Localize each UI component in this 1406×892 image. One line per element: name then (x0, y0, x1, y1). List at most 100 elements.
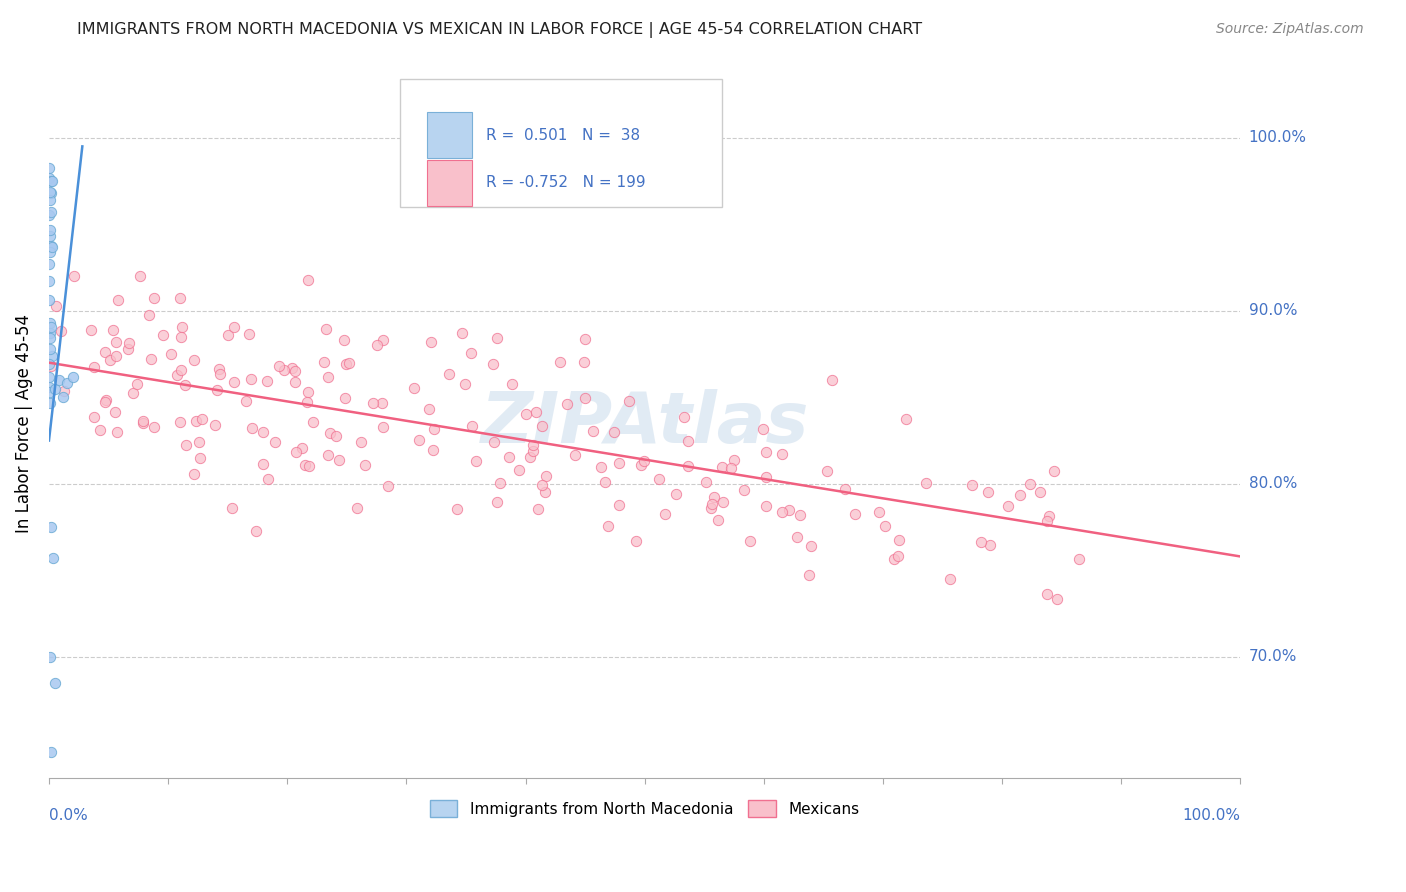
Point (183, 467, 205, 481)
Point (377, 479, 399, 493)
Point (333, 333, 356, 347)
Point (486, 331, 509, 345)
Point (603, 425, 626, 439)
Point (703, 490, 725, 504)
Point (1036, 587, 1059, 601)
Text: 70.0%: 70.0% (1249, 649, 1296, 665)
Point (1036, 514, 1059, 528)
Point (121, 385, 143, 400)
Point (886, 549, 908, 563)
Point (139, 352, 162, 367)
Point (38, 316, 60, 330)
Point (44, 382, 66, 396)
Point (572, 355, 595, 369)
Point (422, 443, 444, 458)
Point (94, 344, 117, 359)
Text: R = -0.752   N = 199: R = -0.752 N = 199 (486, 175, 645, 190)
Point (707, 513, 730, 527)
Point (363, 396, 385, 410)
Point (420, 335, 443, 350)
Point (508, 463, 530, 477)
Point (170, 329, 193, 343)
Point (373, 419, 395, 434)
Point (41, 745, 63, 759)
Point (720, 461, 742, 475)
Point (770, 447, 793, 461)
Point (39, 238, 62, 252)
Legend: Immigrants from North Macedonia, Mexicans: Immigrants from North Macedonia, Mexican… (423, 794, 866, 823)
Text: Source: ZipAtlas.com: Source: ZipAtlas.com (1216, 22, 1364, 37)
Point (1038, 508, 1060, 523)
Point (755, 499, 778, 513)
Point (607, 498, 630, 512)
Point (204, 417, 226, 432)
Point (80, 323, 103, 337)
Point (346, 500, 368, 515)
Point (335, 357, 357, 371)
Point (498, 450, 520, 465)
Point (574, 332, 596, 346)
Point (607, 456, 630, 470)
Point (531, 478, 554, 492)
Point (437, 368, 460, 382)
Point (770, 505, 793, 519)
Point (38, 257, 60, 271)
Point (350, 434, 373, 449)
Point (41, 551, 63, 566)
Point (38, 223, 60, 237)
Point (170, 363, 193, 377)
Point (676, 459, 699, 474)
Point (62, 369, 84, 384)
Point (1046, 592, 1069, 607)
Point (48, 373, 70, 387)
Point (702, 496, 724, 510)
Text: 100.0%: 100.0% (1182, 808, 1240, 823)
Point (104, 405, 127, 419)
Point (41, 174, 63, 188)
Point (138, 308, 160, 322)
Point (844, 507, 866, 521)
Point (183, 352, 205, 367)
Point (209, 368, 232, 382)
Point (142, 291, 165, 305)
Point (41, 349, 63, 363)
Point (41, 520, 63, 534)
Point (83, 409, 105, 424)
Point (366, 338, 388, 352)
Point (159, 347, 181, 361)
Point (39, 396, 62, 410)
Point (834, 482, 856, 496)
Point (423, 422, 446, 436)
Point (1028, 484, 1050, 499)
Point (98, 353, 121, 368)
Point (39, 320, 62, 334)
Point (264, 434, 287, 449)
Point (38, 193, 60, 207)
Point (224, 376, 246, 390)
Point (997, 499, 1019, 513)
Point (370, 396, 392, 410)
Point (873, 519, 896, 533)
Point (63, 269, 86, 284)
Point (94, 395, 117, 409)
Point (41, 239, 63, 253)
Y-axis label: In Labor Force | Age 45-54: In Labor Force | Age 45-54 (15, 314, 32, 533)
Point (284, 364, 307, 378)
Point (896, 412, 918, 426)
Point (654, 507, 676, 521)
Point (39, 174, 62, 188)
Point (257, 472, 280, 486)
Point (522, 443, 544, 458)
Point (83, 359, 105, 374)
Point (314, 355, 336, 369)
Point (245, 524, 267, 538)
Bar (426, 112, 472, 158)
Point (564, 448, 586, 462)
Point (460, 419, 482, 434)
Point (38, 208, 60, 222)
Point (52, 390, 75, 404)
Point (184, 414, 207, 428)
Point (103, 323, 125, 337)
Point (522, 438, 544, 452)
Point (1067, 551, 1090, 566)
